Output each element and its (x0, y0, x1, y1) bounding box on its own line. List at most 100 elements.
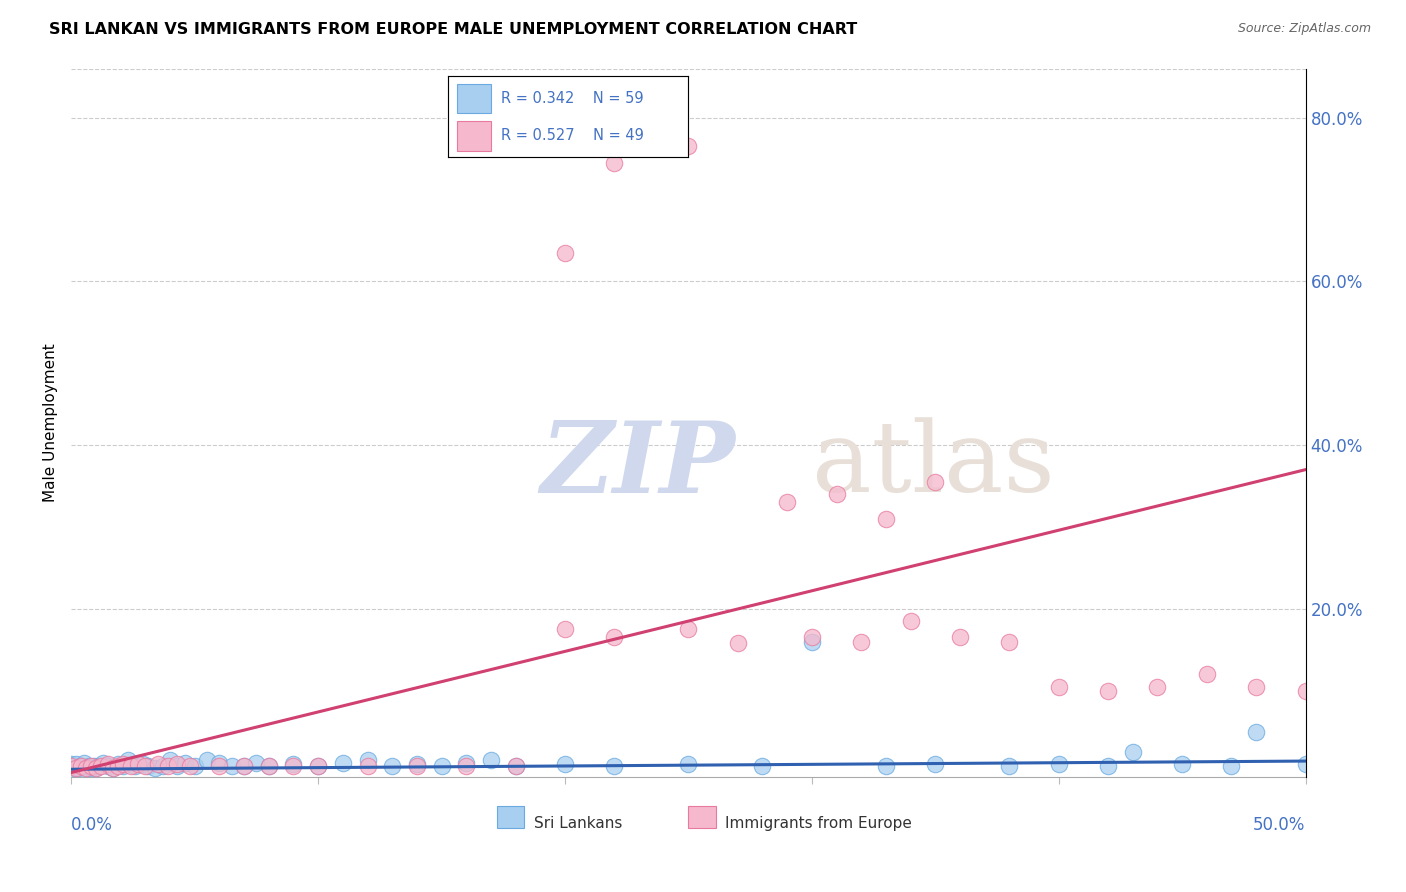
Point (554, 245, 576, 260)
Point (554, 622, 576, 636)
Point (456, 759, 478, 773)
Point (112, 757, 135, 772)
Point (505, 759, 527, 773)
Point (283, 757, 305, 772)
Point (117, 753, 139, 767)
Point (406, 757, 429, 772)
Point (900, 614, 922, 628)
Point (356, 759, 378, 773)
Point (146, 757, 169, 772)
Text: atlas: atlas (811, 417, 1054, 513)
Point (257, 759, 280, 773)
Point (554, 757, 576, 772)
Point (84, 761, 107, 775)
Text: 0.0%: 0.0% (72, 815, 114, 833)
Bar (689, 806, 716, 828)
Point (84, 761, 107, 775)
Point (851, 634, 873, 648)
Point (998, 634, 1021, 648)
Point (60, 757, 83, 772)
Point (1122, 745, 1144, 759)
Point (1171, 757, 1194, 772)
Text: ZIP: ZIP (540, 417, 735, 513)
Point (356, 753, 378, 767)
Point (159, 753, 181, 767)
Point (381, 759, 404, 773)
Point (184, 759, 207, 773)
Point (998, 759, 1021, 773)
Point (97, 757, 120, 772)
Point (307, 759, 329, 773)
Point (283, 759, 305, 773)
Point (97, 759, 120, 773)
Point (1319, 757, 1341, 772)
Point (727, 636, 749, 650)
Point (1047, 680, 1070, 694)
Point (70, 759, 93, 773)
Point (1146, 680, 1168, 694)
Point (75, 761, 97, 775)
Point (603, 631, 626, 645)
Point (75, 761, 97, 775)
Point (751, 759, 773, 773)
Point (1097, 759, 1119, 773)
Point (603, 155, 626, 169)
Point (603, 759, 626, 773)
Point (1047, 757, 1070, 772)
Point (924, 475, 946, 489)
Point (776, 495, 799, 509)
Point (307, 759, 329, 773)
Point (875, 512, 897, 526)
Point (93, 756, 115, 770)
Point (1097, 683, 1119, 698)
Point (245, 756, 267, 770)
Point (208, 756, 231, 770)
Point (136, 759, 159, 773)
Point (83, 759, 105, 773)
Point (208, 759, 231, 773)
Point (65, 761, 87, 775)
Point (156, 759, 179, 773)
Point (800, 634, 823, 648)
Bar (498, 806, 524, 828)
Point (124, 759, 146, 773)
Point (152, 759, 174, 773)
Text: 50.0%: 50.0% (1253, 815, 1306, 833)
Point (173, 756, 195, 770)
Point (70, 759, 93, 773)
Point (1244, 680, 1267, 694)
Point (107, 759, 129, 773)
Point (107, 757, 129, 772)
Text: Immigrants from Europe: Immigrants from Europe (725, 815, 912, 830)
Point (800, 631, 823, 645)
Point (127, 757, 149, 772)
Point (257, 759, 280, 773)
Point (678, 622, 700, 636)
Point (924, 757, 946, 772)
Point (875, 759, 897, 773)
Point (1295, 757, 1317, 772)
Point (678, 757, 700, 772)
Point (80, 761, 103, 775)
Point (456, 756, 478, 770)
Point (90, 759, 112, 773)
Point (120, 759, 142, 773)
Point (505, 759, 527, 773)
Point (332, 756, 354, 770)
Text: SRI LANKAN VS IMMIGRANTS FROM EUROPE MALE UNEMPLOYMENT CORRELATION CHART: SRI LANKAN VS IMMIGRANTS FROM EUROPE MAL… (49, 22, 858, 37)
Point (132, 757, 155, 772)
Point (103, 761, 125, 775)
Point (77, 759, 100, 773)
Point (67, 761, 90, 775)
Text: Sri Lankans: Sri Lankans (534, 815, 623, 830)
Point (1195, 667, 1218, 681)
Point (825, 487, 848, 501)
Point (195, 753, 218, 767)
Point (1244, 724, 1267, 739)
Point (166, 759, 188, 773)
Point (479, 753, 502, 767)
Point (112, 759, 135, 773)
Point (87, 759, 110, 773)
Point (233, 759, 256, 773)
Point (134, 759, 156, 773)
